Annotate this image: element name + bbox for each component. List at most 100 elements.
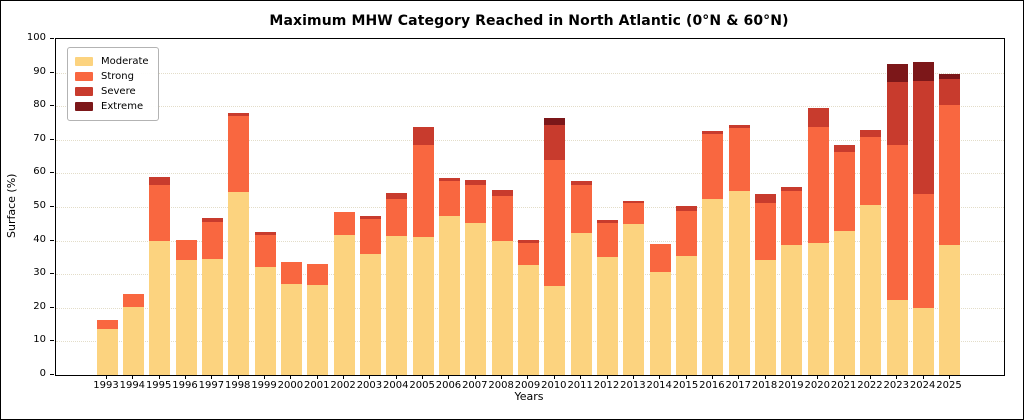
x-tick-mark bbox=[237, 375, 239, 379]
y-tick-label-0: 0 bbox=[39, 368, 46, 379]
x-tick-mark bbox=[422, 375, 424, 379]
bar-segment-severe bbox=[939, 78, 961, 106]
bar-segment-moderate bbox=[412, 236, 434, 375]
bar-segment-severe bbox=[702, 130, 724, 135]
bar-segment-moderate bbox=[228, 191, 250, 375]
bar-segment-severe bbox=[465, 179, 487, 186]
bar-2024 bbox=[913, 61, 935, 375]
x-tick-mark bbox=[132, 375, 134, 379]
x-tick-mark bbox=[738, 375, 740, 379]
bar-2005 bbox=[412, 127, 434, 375]
x-tick-label-1998: 1998 bbox=[224, 380, 251, 391]
bar-segment-strong bbox=[939, 105, 961, 245]
x-tick-mark bbox=[474, 375, 476, 379]
plot-area: Moderate Strong Severe Extreme bbox=[55, 38, 1005, 376]
bar-segment-strong bbox=[280, 262, 302, 285]
bar-1994 bbox=[122, 294, 144, 375]
bar-segment-moderate bbox=[438, 216, 460, 375]
bar-segment-severe bbox=[807, 107, 829, 128]
bar-segment-severe bbox=[860, 130, 882, 138]
x-tick-mark bbox=[527, 375, 529, 379]
bar-segment-moderate bbox=[517, 264, 539, 375]
x-tick-mark bbox=[185, 375, 187, 379]
bar-1995 bbox=[149, 177, 171, 375]
bar-segment-strong bbox=[860, 137, 882, 205]
x-tick-mark bbox=[869, 375, 871, 379]
bar-segment-strong bbox=[913, 193, 935, 309]
gridline-70 bbox=[56, 139, 1004, 141]
x-tick-mark bbox=[790, 375, 792, 379]
x-tick-mark bbox=[553, 375, 555, 379]
bar-segment-moderate bbox=[307, 285, 329, 375]
bar-segment-moderate bbox=[175, 259, 197, 375]
bar-segment-severe bbox=[201, 218, 223, 223]
bar-segment-severe bbox=[359, 216, 381, 220]
x-tick-mark bbox=[501, 375, 503, 379]
bar-segment-strong bbox=[386, 198, 408, 237]
bar-segment-moderate bbox=[359, 253, 381, 375]
bar-segment-moderate bbox=[755, 259, 777, 375]
legend-item-moderate: Moderate bbox=[75, 54, 149, 69]
bar-segment-strong bbox=[781, 190, 803, 245]
x-tick-mark bbox=[395, 375, 397, 379]
bar-segment-strong bbox=[175, 240, 197, 260]
bar-segment-moderate bbox=[807, 242, 829, 375]
bar-segment-strong bbox=[807, 127, 829, 243]
x-tick-label-1993: 1993 bbox=[93, 380, 119, 391]
x-tick-mark bbox=[343, 375, 345, 379]
bar-segment-moderate bbox=[623, 223, 645, 375]
x-tick-label-1996: 1996 bbox=[172, 380, 198, 391]
x-tick-label-1999: 1999 bbox=[251, 380, 277, 391]
bar-segment-moderate bbox=[886, 300, 908, 375]
bar-segment-moderate bbox=[834, 230, 856, 375]
bar-2001 bbox=[307, 263, 329, 375]
x-tick-label-2008: 2008 bbox=[488, 380, 514, 391]
bar-segment-strong bbox=[755, 202, 777, 260]
x-tick-mark bbox=[922, 375, 924, 379]
y-tick-mark bbox=[50, 273, 54, 275]
y-tick-mark bbox=[50, 340, 54, 342]
bar-2007 bbox=[465, 179, 487, 375]
y-tick-mark bbox=[50, 239, 54, 241]
bar-segment-moderate bbox=[149, 240, 171, 375]
x-tick-mark bbox=[632, 375, 634, 379]
bar-segment-strong bbox=[228, 115, 250, 192]
x-tick-mark bbox=[580, 375, 582, 379]
y-tick-label-50: 50 bbox=[33, 200, 46, 211]
legend-item-strong: Strong bbox=[75, 69, 149, 84]
x-tick-label-2003: 2003 bbox=[356, 380, 383, 391]
bar-segment-severe bbox=[728, 125, 750, 129]
bar-1999 bbox=[254, 232, 276, 375]
bar-segment-strong bbox=[834, 151, 856, 231]
bar-segment-severe bbox=[149, 177, 171, 186]
bar-segment-moderate bbox=[386, 236, 408, 375]
bar-segment-strong bbox=[649, 243, 671, 273]
legend-label: Strong bbox=[101, 71, 134, 82]
x-tick-mark bbox=[764, 375, 766, 379]
gridline-80 bbox=[56, 106, 1004, 108]
bar-2018 bbox=[755, 194, 777, 375]
bar-segment-severe bbox=[412, 127, 434, 146]
bar-segment-strong bbox=[702, 134, 724, 199]
bar-2004 bbox=[386, 192, 408, 375]
x-tick-mark bbox=[316, 375, 318, 379]
bar-segment-moderate bbox=[860, 204, 882, 375]
x-tick-label-2025: 2025 bbox=[936, 380, 962, 391]
y-tick-label-100: 100 bbox=[26, 32, 46, 43]
bar-segment-severe bbox=[544, 125, 566, 160]
bar-segment-moderate bbox=[649, 272, 671, 375]
x-tick-label-2020: 2020 bbox=[804, 380, 830, 391]
y-tick-label-40: 40 bbox=[33, 233, 46, 245]
bar-segment-strong bbox=[359, 219, 381, 254]
bar-segment-severe bbox=[254, 232, 276, 236]
x-tick-label-2012: 2012 bbox=[593, 380, 620, 391]
y-tick-mark bbox=[50, 71, 54, 73]
bar-segment-strong bbox=[597, 223, 619, 258]
y-tick-mark bbox=[50, 105, 54, 107]
bar-2014 bbox=[649, 243, 671, 375]
bar-segment-moderate bbox=[280, 284, 302, 375]
bar-2023 bbox=[886, 63, 908, 375]
x-tick-label-1997: 1997 bbox=[198, 380, 225, 391]
x-tick-label-2005: 2005 bbox=[409, 380, 435, 391]
bar-segment-strong bbox=[96, 320, 118, 329]
